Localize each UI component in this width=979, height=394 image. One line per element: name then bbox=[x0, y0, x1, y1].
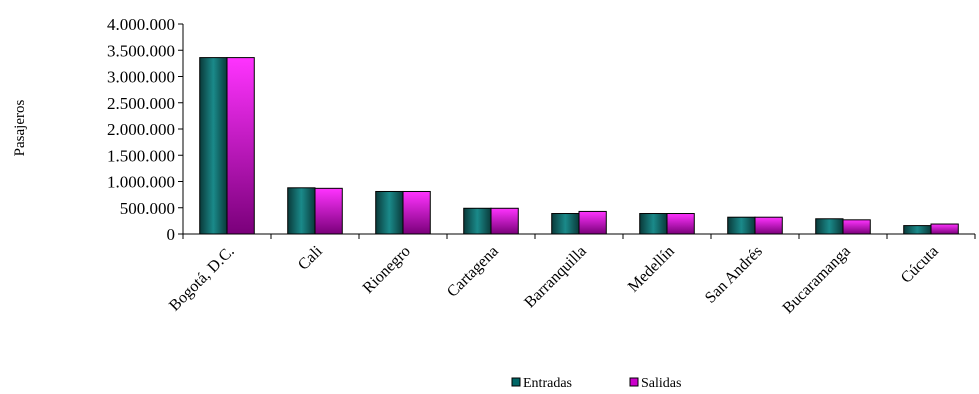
y-axis-title: Pasajeros bbox=[12, 100, 28, 157]
y-tick-label: 2.500.000 bbox=[107, 94, 175, 113]
y-tick-label: 4.000.000 bbox=[107, 15, 175, 34]
category-labels: Bogotá, D.C. Cali Rionegro Cartagena Barranq… bbox=[166, 242, 942, 317]
x-category-label: Medellín bbox=[625, 243, 678, 296]
bars bbox=[199, 57, 959, 235]
y-tick-label: 3.500.000 bbox=[107, 41, 175, 60]
x-category-label: Bucaramanga bbox=[780, 243, 854, 317]
bar-salidas bbox=[578, 210, 607, 235]
bar-entradas bbox=[551, 213, 580, 235]
y-tick-label: 500.000 bbox=[120, 199, 175, 218]
bar-entradas bbox=[199, 57, 228, 235]
x-category-label: San Andrés bbox=[702, 243, 766, 307]
bar-entradas bbox=[815, 218, 844, 235]
y-tick-label: 2.000.000 bbox=[107, 120, 175, 139]
y-axis: 0 500.000 1.000.000 1.500.000 2.000.000 2.500… bbox=[107, 15, 184, 244]
y-tick-label: 3.000.000 bbox=[107, 68, 175, 87]
x-category-label: Cartagena bbox=[444, 243, 502, 301]
bar-entradas bbox=[463, 207, 492, 235]
bar-entradas bbox=[375, 190, 404, 235]
x-category-label: Bogotá, D.C. bbox=[166, 243, 238, 315]
bar-entradas bbox=[903, 225, 932, 235]
x-category-label: Barranquilla bbox=[521, 243, 590, 312]
bar-salidas bbox=[754, 216, 783, 235]
x-axis bbox=[182, 233, 976, 239]
legend-swatch-salidas bbox=[629, 377, 639, 387]
y-tick-label: 1.500.000 bbox=[107, 146, 175, 165]
legend: Entradas Salidas bbox=[511, 376, 681, 391]
bar-entradas bbox=[727, 216, 756, 235]
bar-salidas bbox=[842, 219, 871, 235]
bar-salidas bbox=[490, 207, 519, 235]
x-category-label: Cúcuta bbox=[898, 243, 942, 287]
bar-salidas bbox=[402, 190, 431, 235]
bar-salidas bbox=[226, 57, 255, 235]
legend-label-salidas: Salidas bbox=[641, 376, 681, 391]
y-tick-label: 0 bbox=[167, 225, 176, 244]
bar-salidas bbox=[666, 213, 695, 235]
y-tick-label: 1.000.000 bbox=[107, 173, 175, 192]
bar-salidas bbox=[930, 223, 959, 235]
bar-entradas bbox=[287, 187, 316, 235]
bar-entradas bbox=[639, 213, 668, 235]
x-category-label: Cali bbox=[295, 242, 326, 273]
legend-swatch-entradas bbox=[511, 377, 521, 387]
bar-salidas bbox=[314, 187, 343, 235]
legend-label-entradas: Entradas bbox=[523, 376, 572, 391]
x-category-label: Rionegro bbox=[360, 243, 414, 297]
